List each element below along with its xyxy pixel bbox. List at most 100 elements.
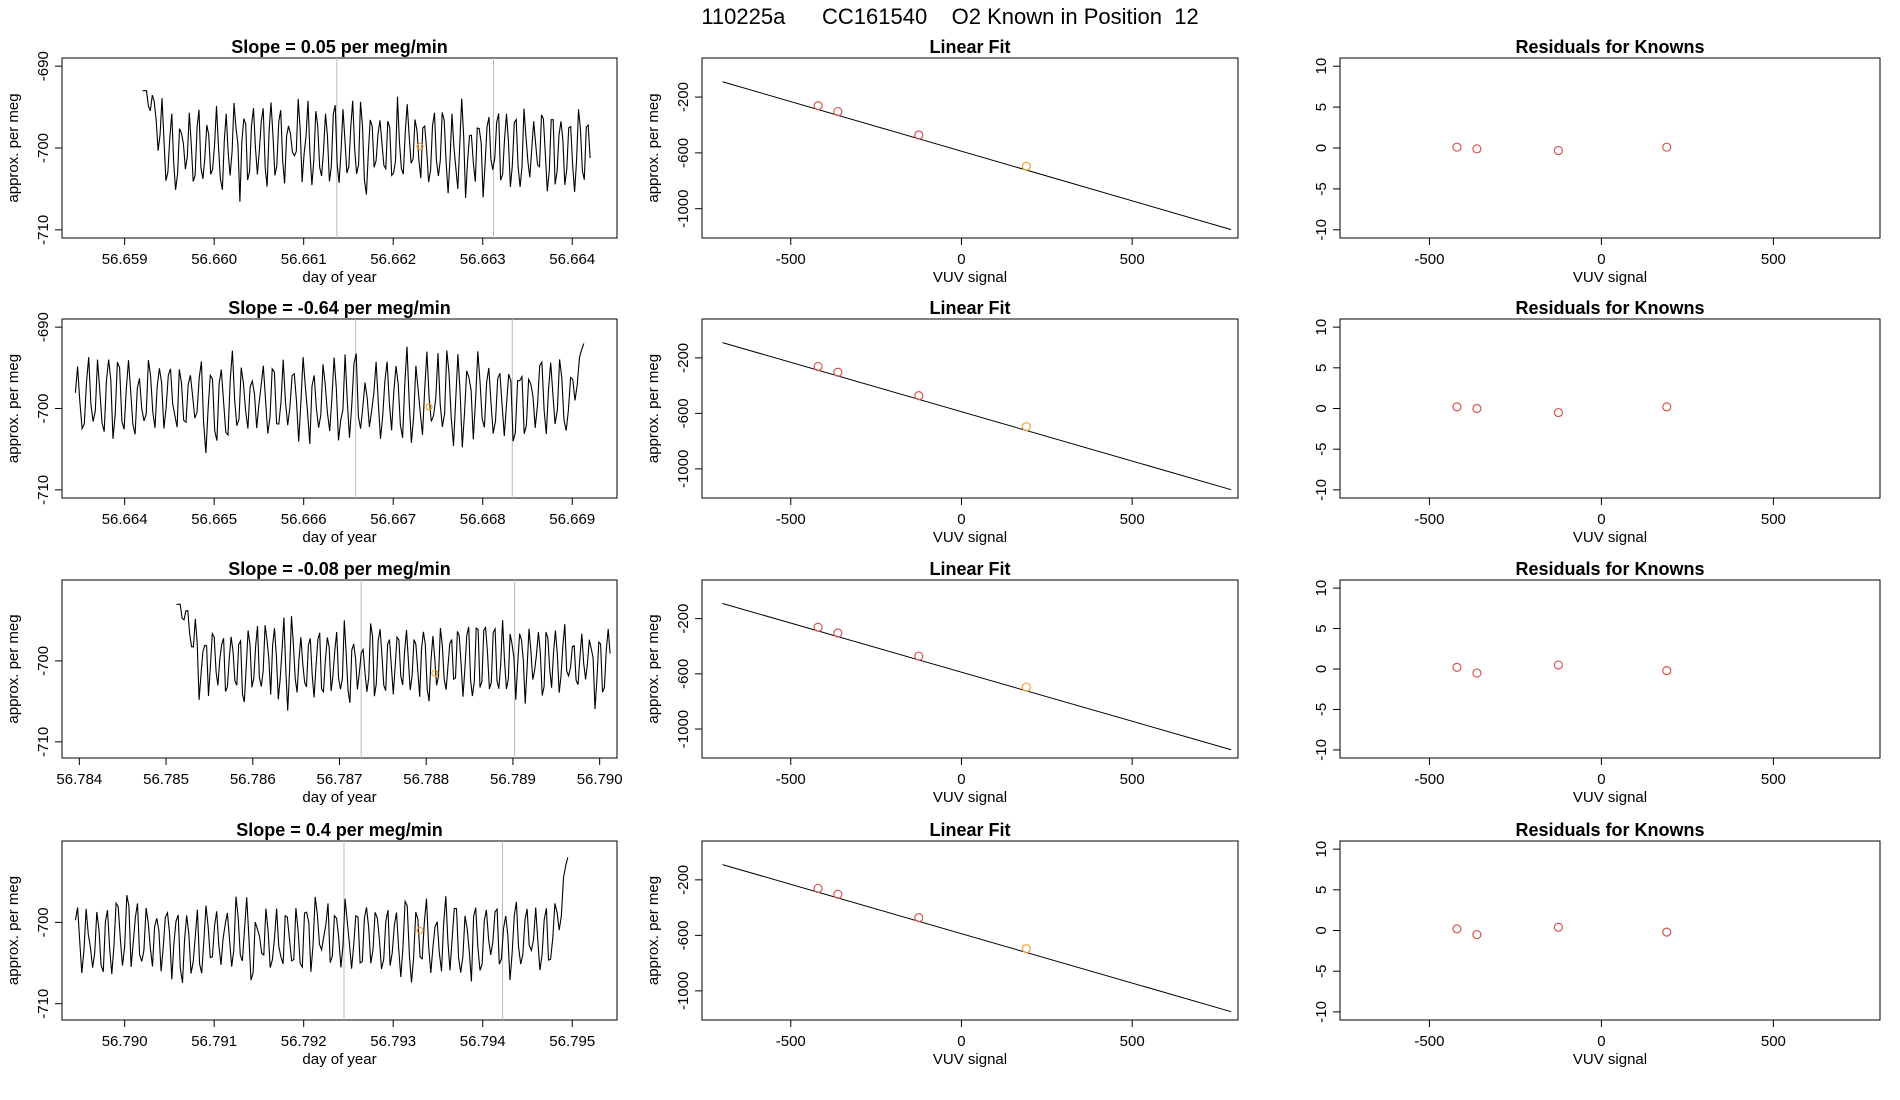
data-point — [1662, 927, 1672, 937]
panel-residuals-row1: Residuals for Knowns -500 0 500 -10 -5 0 5 10 VUV… — [1313, 37, 1881, 286]
y-tick-label: 0 — [1313, 404, 1330, 412]
x-tick-label: -500 — [1414, 511, 1444, 528]
y-axis-label: approx. per meg — [645, 93, 662, 202]
panel-title: Residuals for Knowns — [1515, 820, 1704, 840]
plot-area — [1452, 660, 1672, 678]
fit-line — [722, 602, 1232, 751]
x-tick-label: 0 — [957, 251, 965, 268]
plot-area — [722, 864, 1232, 1013]
panels: Slope = 0.05 per meg/min 56.659 56.660 56.6… — [5, 37, 1881, 1068]
data-point — [1553, 660, 1564, 670]
data-point — [1472, 144, 1482, 154]
plot-area — [74, 841, 569, 1020]
x-axis-label: VUV signal — [933, 1051, 1007, 1068]
y-tick-label: -710 — [35, 727, 52, 757]
y-axis-label: approx. per meg — [5, 93, 22, 202]
x-tick-label: 0 — [1597, 771, 1605, 788]
x-tick-label: 56.668 — [460, 511, 506, 528]
plot-frame — [61, 840, 618, 1021]
panel-title: Linear Fit — [929, 298, 1010, 318]
y-tick-label: -200 — [675, 343, 692, 373]
y-tick-label: -1000 — [675, 190, 692, 228]
data-point — [813, 361, 823, 372]
y-tick-label: -690 — [35, 312, 52, 342]
x-tick-label: 56.795 — [549, 1033, 595, 1050]
panel-title: Linear Fit — [929, 37, 1010, 57]
plot-area — [1452, 402, 1672, 418]
x-tick-label: 0 — [1597, 1033, 1605, 1050]
x-tick-label: -500 — [1414, 1033, 1444, 1050]
data-point — [914, 390, 924, 401]
sample-marker — [425, 403, 433, 411]
x-tick-label: 0 — [957, 511, 965, 528]
plot-area — [176, 580, 611, 758]
x-tick-label: 56.659 — [102, 251, 148, 268]
x-tick-label: 56.790 — [102, 1033, 148, 1050]
y-tick-label: -200 — [675, 82, 692, 112]
data-point — [1662, 666, 1672, 676]
fit-line — [722, 81, 1232, 231]
y-tick-label: 5 — [1313, 103, 1330, 111]
fit-line — [722, 864, 1232, 1013]
panel-time-series-row4: Slope = 0.4 per meg/min 56.790 56.791 56.79… — [5, 820, 618, 1068]
x-tick-label: 56.785 — [143, 771, 189, 788]
x-tick-label: 56.661 — [281, 251, 327, 268]
panel-linear-fit-row2: Linear Fit -500 0 500 -1000 -600 -200 VUV signa… — [645, 298, 1239, 546]
x-axis-label: day of year — [302, 269, 376, 286]
x-tick-label: 56.669 — [549, 511, 595, 528]
y-tick-label: -200 — [675, 865, 692, 895]
y-axis-label: approx. per meg — [5, 876, 22, 985]
y-tick-label: 10 — [1313, 841, 1330, 858]
plot-frame — [701, 318, 1239, 499]
panel-time-series-row3: Slope = -0.08 per meg/min 56.784 56.785 56.… — [5, 559, 623, 806]
y-tick-label: -700 — [35, 393, 52, 423]
panel-title: Residuals for Knowns — [1515, 37, 1704, 57]
panel-linear-fit-row3: Linear Fit -500 0 500 -1000 -600 -200 VUV signa… — [645, 559, 1239, 806]
x-tick-label: 500 — [1761, 511, 1786, 528]
panel-title: Linear Fit — [929, 559, 1010, 579]
x-tick-label: -500 — [776, 511, 806, 528]
plot-frame — [61, 57, 618, 239]
panel-title: Residuals for Knowns — [1515, 559, 1704, 579]
y-tick-label: -600 — [675, 398, 692, 428]
data-point — [833, 367, 843, 377]
data-point — [1472, 929, 1482, 940]
x-axis-label: VUV signal — [1573, 269, 1647, 286]
x-tick-label: 56.794 — [460, 1033, 506, 1050]
y-tick-label: -710 — [35, 475, 52, 505]
y-tick-label: -5 — [1313, 703, 1330, 716]
y-tick-label: -5 — [1313, 443, 1330, 456]
data-point — [914, 912, 924, 923]
data-point — [833, 628, 843, 638]
plot-frame — [701, 57, 1239, 239]
y-tick-label: -710 — [35, 215, 52, 245]
plot-frame — [1339, 318, 1881, 499]
x-tick-label: 500 — [1120, 511, 1145, 528]
y-tick-label: -600 — [675, 920, 692, 950]
y-tick-label: -5 — [1313, 182, 1330, 195]
plot-frame — [1339, 579, 1881, 759]
y-axis-label: approx. per meg — [5, 354, 22, 463]
data-point — [1662, 142, 1672, 152]
time-series-line — [74, 343, 585, 454]
y-tick-label: 10 — [1313, 58, 1330, 75]
panel-residuals-row3: Residuals for Knowns -500 0 500 -10 -5 0 5 10 VUV… — [1313, 559, 1881, 806]
data-point — [1553, 922, 1564, 932]
x-tick-label: 0 — [1597, 511, 1605, 528]
x-tick-label: 500 — [1120, 251, 1145, 268]
x-tick-label: -500 — [1414, 251, 1444, 268]
data-point — [1021, 944, 1031, 954]
time-series-line — [176, 603, 611, 711]
plot-frame — [1339, 840, 1881, 1021]
x-axis-label: day of year — [302, 529, 376, 546]
y-tick-label: -710 — [35, 989, 52, 1019]
data-point — [1021, 422, 1031, 432]
data-point — [1021, 161, 1031, 171]
y-axis-label: approx. per meg — [645, 876, 662, 985]
sample-marker — [416, 926, 424, 935]
x-axis-label: VUV signal — [1573, 1051, 1647, 1068]
x-tick-label: 56.663 — [460, 251, 506, 268]
x-tick-label: 56.660 — [191, 251, 237, 268]
data-point — [1021, 682, 1031, 692]
sample-marker — [431, 669, 439, 677]
